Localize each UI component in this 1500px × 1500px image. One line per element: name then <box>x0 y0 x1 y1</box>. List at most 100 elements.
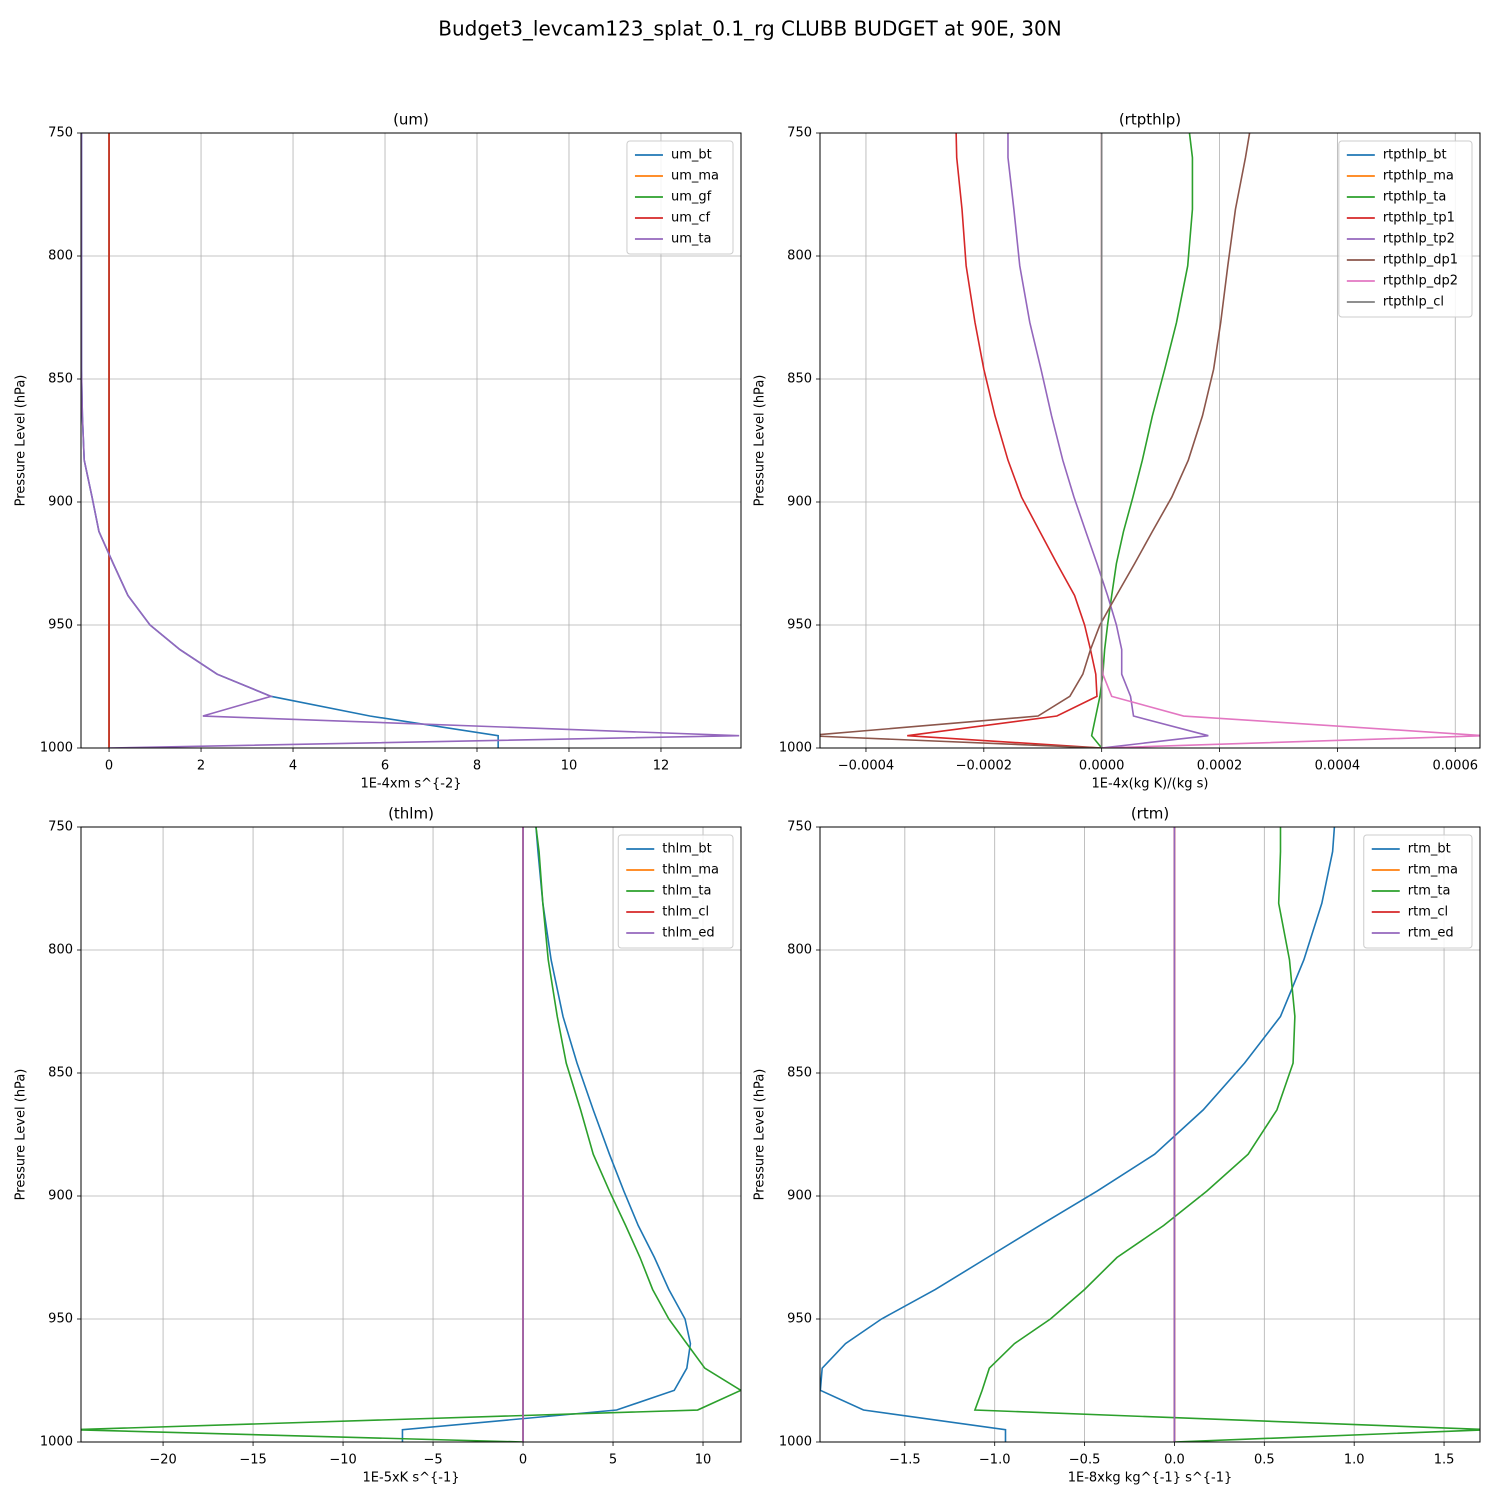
x-tick-label: 0.0006 <box>1433 759 1479 774</box>
legend-label: rtpthlp_tp2 <box>1383 232 1455 247</box>
legend-label: um_bt <box>671 148 712 163</box>
y-tick-label: 1000 <box>779 741 812 756</box>
y-axis-label: Pressure Level (hPa) <box>14 375 29 507</box>
x-tick-label: −0.5 <box>1069 1453 1101 1468</box>
legend-label: um_cf <box>671 211 711 226</box>
legend-label: thlm_bt <box>662 842 711 857</box>
x-tick-label: 0 <box>105 759 113 774</box>
axes-frame <box>80 132 742 749</box>
y-tick-label: 850 <box>787 1066 812 1081</box>
y-tick-label: 900 <box>787 495 812 510</box>
y-tick-label: 1000 <box>40 1435 73 1450</box>
legend: um_bt um_ma um_gf um_cf um_ta <box>626 140 734 255</box>
data-line <box>401 827 692 1442</box>
x-tick-label: −0.0004 <box>838 759 894 774</box>
legend-label: rtpthlp_bt <box>1383 148 1447 163</box>
legend-label: thlm_cl <box>662 905 709 920</box>
legend-label: rtm_cl <box>1408 905 1448 920</box>
x-tick-label: −20 <box>149 1453 176 1468</box>
x-tick-label: 10 <box>561 759 578 774</box>
x-tick-label: −0.0002 <box>956 759 1012 774</box>
y-tick-label: 750 <box>48 126 73 141</box>
x-axis-label: 1E-4xm s^{-2} <box>360 777 461 792</box>
y-tick-label: 950 <box>48 1312 73 1327</box>
x-tick-label: 0.0000 <box>1079 759 1125 774</box>
legend-box <box>626 140 734 255</box>
y-tick-label: 800 <box>787 943 812 958</box>
subplot-title: (rtm) <box>1131 805 1169 823</box>
y-tick-label: 750 <box>787 820 812 835</box>
legend-label: rtpthlp_ta <box>1383 190 1446 205</box>
y-tick-label: 850 <box>787 372 812 387</box>
legend-label: rtpthlp_dp2 <box>1383 274 1458 289</box>
x-axis-label: 1E-8xkg kg^{-1} s^{-1} <box>1068 1471 1233 1486</box>
legend-label: um_ma <box>671 169 719 184</box>
y-tick-label: 800 <box>787 249 812 264</box>
x-tick-label: 0 <box>519 1453 527 1468</box>
y-tick-label: 800 <box>48 943 73 958</box>
y-tick-label: 900 <box>787 1189 812 1204</box>
data-line <box>820 827 1336 1442</box>
legend-label: thlm_ed <box>662 926 714 941</box>
axes-frame <box>819 826 1481 1443</box>
legend: rtm_bt rtm_ma rtm_ta rtm_cl rtm_ed <box>1363 834 1473 949</box>
subplot: −1.5 −1.0 −0.5 0.0 0.5 1.0 1.5 750 800 850 900 950 1… <box>753 805 1481 1486</box>
x-tick-label: 1.0 <box>1344 1453 1365 1468</box>
y-tick-label: 1000 <box>779 1435 812 1450</box>
y-tick-label: 850 <box>48 1066 73 1081</box>
x-tick-label: 2 <box>197 759 205 774</box>
y-axis-label: Pressure Level (hPa) <box>14 1069 29 1201</box>
data-line <box>820 133 1251 748</box>
y-axis-label: Pressure Level (hPa) <box>753 375 768 507</box>
x-tick-label: 1.5 <box>1434 1453 1455 1468</box>
y-tick-label: 750 <box>787 126 812 141</box>
axes-frame <box>819 132 1481 749</box>
y-tick-label: 1000 <box>40 741 73 756</box>
x-tick-label: 0.0 <box>1164 1453 1185 1468</box>
x-tick-label: 8 <box>473 759 481 774</box>
subplot: −20 −15 −10 −5 0 5 10 750 800 850 900 950 1000 (thlm)… <box>14 805 742 1486</box>
y-axis-label: Pressure Level (hPa) <box>753 1069 768 1201</box>
data-line <box>81 133 499 748</box>
x-tick-label: 12 <box>653 759 670 774</box>
x-tick-label: −1.5 <box>889 1453 921 1468</box>
data-line <box>973 827 1480 1442</box>
x-tick-label: −1.0 <box>979 1453 1011 1468</box>
x-tick-label: 0.5 <box>1254 1453 1275 1468</box>
legend-label: rtm_bt <box>1408 842 1451 857</box>
y-tick-label: 850 <box>48 372 73 387</box>
subplot-title: (um) <box>393 111 429 129</box>
x-tick-label: 6 <box>381 759 389 774</box>
y-tick-label: 900 <box>48 1189 73 1204</box>
subplot-title: (thlm) <box>388 805 434 823</box>
legend-label: rtm_ta <box>1408 884 1451 899</box>
legend-label: rtpthlp_tp1 <box>1383 211 1455 226</box>
legend-label: rtpthlp_dp1 <box>1383 253 1458 268</box>
subplot-title: (rtpthlp) <box>1119 111 1181 129</box>
figure-title: Budget3_levcam123_splat_0.1_rg CLUBB BUD… <box>438 17 1061 41</box>
data-line <box>907 133 1102 748</box>
x-axis-label: 1E-5xK s^{-1} <box>363 1471 460 1486</box>
x-tick-label: 4 <box>289 759 297 774</box>
subplot: −0.0004 −0.0002 0.0000 0.0002 0.0004 0.0006 75… <box>753 111 1481 792</box>
legend-label: um_ta <box>671 232 711 247</box>
legend: rtpthlp_bt rtpthlp_ma rtpthlp_ta rtpthlp_tp… <box>1338 140 1473 318</box>
axes-frame <box>80 826 742 1443</box>
y-tick-label: 950 <box>48 618 73 633</box>
y-tick-label: 900 <box>48 495 73 510</box>
x-tick-label: −5 <box>423 1453 442 1468</box>
x-tick-label: −15 <box>239 1453 266 1468</box>
legend-label: thlm_ta <box>662 884 711 899</box>
legend-label: thlm_ma <box>662 863 719 878</box>
x-tick-label: −10 <box>329 1453 356 1468</box>
legend-box <box>1338 140 1473 318</box>
legend-label: rtpthlp_cl <box>1383 295 1444 310</box>
data-line <box>1007 133 1209 748</box>
y-tick-label: 750 <box>48 820 73 835</box>
legend-label: um_gf <box>671 190 712 205</box>
subplot: 0 2 4 6 8 10 12 750 800 850 900 950 1000 (um) 1E-4xm s… <box>14 111 742 792</box>
x-tick-label: 10 <box>695 1453 712 1468</box>
data-line <box>1090 133 1194 748</box>
